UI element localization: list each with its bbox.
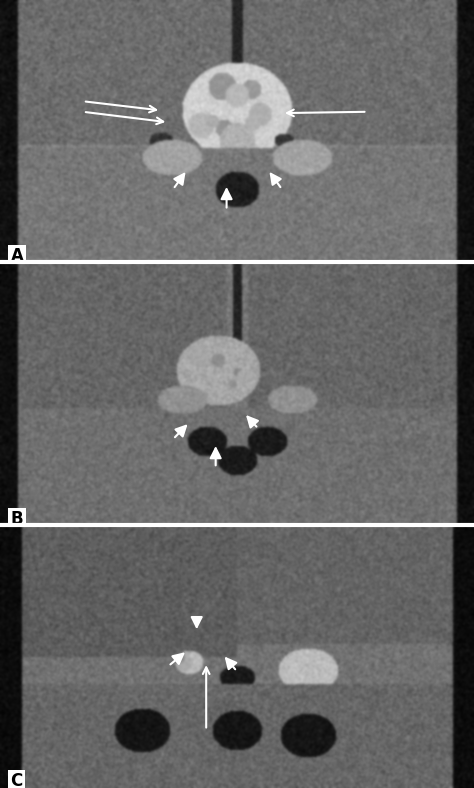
Text: A: A bbox=[10, 247, 23, 266]
Text: B: B bbox=[10, 510, 23, 528]
Text: C: C bbox=[10, 772, 23, 788]
